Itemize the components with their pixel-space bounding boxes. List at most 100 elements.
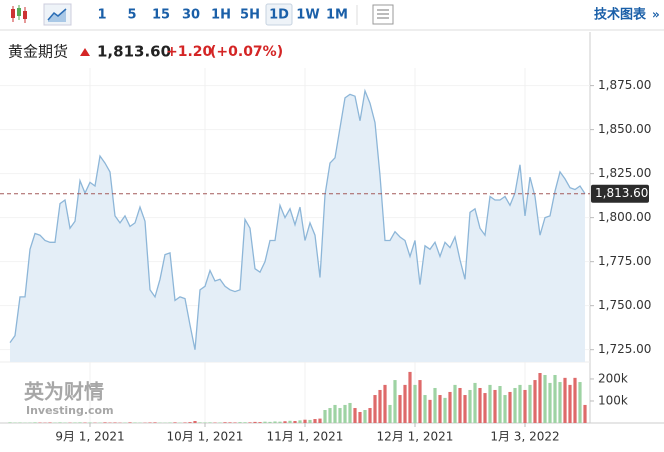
interval-button[interactable]: 30 xyxy=(182,8,200,23)
volume-bar xyxy=(128,422,132,423)
interval-button[interactable]: 5 xyxy=(127,8,136,23)
volume-bar xyxy=(268,421,272,423)
volume-bar xyxy=(153,422,157,423)
volume-bar xyxy=(328,408,332,423)
volume-bar xyxy=(558,382,562,423)
volume-bar xyxy=(338,408,342,423)
link-arrow[interactable]: » xyxy=(652,8,660,22)
volume-bar xyxy=(518,384,522,423)
price-line xyxy=(9,88,586,350)
volume-bar xyxy=(183,422,187,423)
volume-bar xyxy=(353,408,357,423)
volume-bar xyxy=(358,411,362,423)
volume-bar xyxy=(418,380,422,423)
volume-bar xyxy=(208,422,212,423)
volume-bar xyxy=(393,380,397,423)
volume-bar xyxy=(398,395,402,423)
volume-bar xyxy=(583,404,587,423)
volume-bar xyxy=(443,397,447,423)
volume-bar xyxy=(403,384,407,423)
area-chart-icon[interactable] xyxy=(43,3,72,26)
volume-bar xyxy=(478,387,482,423)
interval-button[interactable]: 5H xyxy=(240,8,260,23)
volume-bar xyxy=(333,404,337,423)
volume-bar xyxy=(248,422,252,423)
y-tick-label: 1,800.00 xyxy=(598,210,651,224)
volume-bar xyxy=(78,422,82,423)
volume-bar xyxy=(148,422,152,423)
volume-bar xyxy=(503,395,507,423)
volume-bar xyxy=(238,422,242,423)
volume-bar xyxy=(548,382,552,423)
price-area xyxy=(10,90,585,363)
volume-bar xyxy=(188,422,192,423)
price-change: +1.20 xyxy=(166,44,213,60)
interval-button[interactable]: 1M xyxy=(326,8,348,23)
volume-bar xyxy=(458,387,462,423)
y-tick-label: 1,725.00 xyxy=(598,342,651,356)
volume-bar xyxy=(483,393,487,423)
indicator-list-icon[interactable] xyxy=(372,4,394,25)
interval-buttons: 1 5 15 30 1H 5H 1D 1W 1M xyxy=(97,3,348,26)
volume-bar xyxy=(498,386,502,423)
volume-bar xyxy=(473,382,477,423)
y-tick-label: 1,750.00 xyxy=(598,298,651,312)
volume-bar xyxy=(233,422,237,423)
y-tick-label: 1,775.00 xyxy=(598,254,651,268)
volume-bar xyxy=(528,384,532,423)
volume-bar xyxy=(48,422,52,423)
x-tick-label: 9月 1, 2021 xyxy=(55,430,124,444)
volume-bar xyxy=(198,422,202,423)
volume-bar xyxy=(463,395,467,423)
volume-bar xyxy=(193,421,197,423)
y-tick-label: 100k xyxy=(598,393,628,407)
volume-bar xyxy=(313,419,317,423)
volume-bar xyxy=(113,422,117,423)
volume-bar xyxy=(533,380,537,423)
volume-bar xyxy=(423,395,427,423)
volume-bar xyxy=(88,422,92,423)
plot-area: 1,725.00 1,750.00 1,775.00 1,800.00 1,825.00… xyxy=(0,32,664,444)
toolbar xyxy=(0,0,664,30)
candlestick-icon[interactable] xyxy=(11,5,27,23)
x-tick-label: 1月 3, 2022 xyxy=(490,430,559,444)
volume-bar xyxy=(288,420,292,423)
volume-bar xyxy=(433,387,437,423)
volume-bar xyxy=(383,384,387,423)
volume-bar xyxy=(218,422,222,423)
volume-bar xyxy=(303,419,307,423)
interval-button[interactable]: 1D xyxy=(269,8,289,23)
interval-button[interactable]: 1H xyxy=(211,8,231,23)
volume-bar xyxy=(283,421,287,423)
last-price-box xyxy=(591,184,649,203)
x-tick-label: 10月 1, 2021 xyxy=(167,430,244,444)
interval-button[interactable]: 1W xyxy=(296,8,319,23)
volume-bar xyxy=(388,404,392,423)
volume-bar xyxy=(133,422,137,423)
interval-button[interactable]: 1 xyxy=(97,8,106,23)
volume-bar xyxy=(18,422,22,423)
volume-bar xyxy=(263,421,267,423)
volume-bar xyxy=(493,389,497,423)
volume-bar xyxy=(508,391,512,423)
volume-bar xyxy=(573,377,577,423)
volume-bar xyxy=(258,422,262,423)
volume-bar xyxy=(413,384,417,423)
tech-chart-link[interactable]: 技术图表 xyxy=(594,7,647,23)
volume-bar xyxy=(343,404,347,423)
x-tick-label: 12月 1, 2021 xyxy=(377,430,454,444)
volume-bar xyxy=(168,422,172,423)
volume-bar xyxy=(223,422,227,423)
volume-bar xyxy=(243,422,247,423)
volume-bar xyxy=(368,408,372,423)
volume-bar xyxy=(568,384,572,423)
instrument-name: 黄金期货 xyxy=(8,43,68,61)
price-change-pct: (+0.07%) xyxy=(210,44,283,60)
volume-bar xyxy=(563,377,567,423)
y-tick-label: 1,825.00 xyxy=(598,166,651,180)
interval-button[interactable]: 15 xyxy=(152,8,170,23)
volume-bar xyxy=(378,389,382,423)
volume-bar xyxy=(323,410,327,423)
